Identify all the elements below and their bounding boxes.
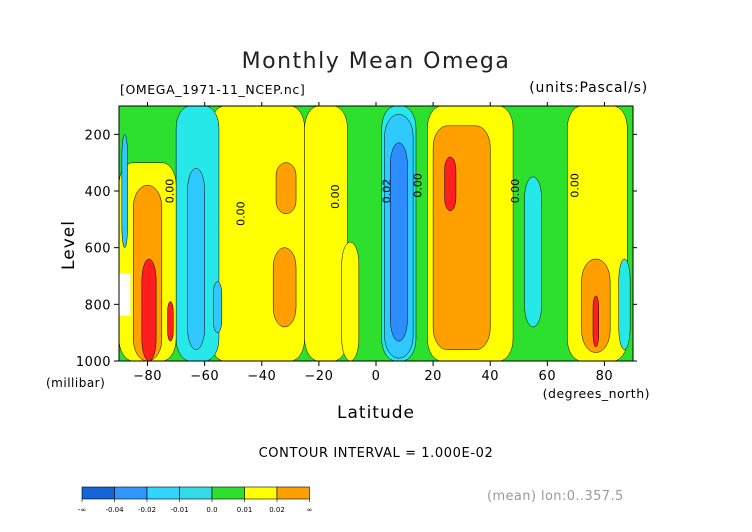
y-axis-unit: (millibar) [46,376,106,390]
axes: −80 −60 −40 −20 0 20 40 60 80 200 400 600 800 1000 [76,102,637,384]
y-tick-label: 600 [85,242,111,257]
contour-region [212,281,223,333]
contour-label: 0.00 [569,173,582,198]
colorbar-label: 0.02 [269,506,285,514]
x-tick-label: −60 [190,369,219,384]
x-tick-label: 60 [539,369,557,384]
contour-region [341,241,360,361]
contour-region [141,258,157,361]
file-name-label: [OMEGA_1971-11_NCEP.nc] [120,82,306,97]
x-axis-label: Latitude [337,403,415,423]
contour-region [390,142,408,342]
contour-region [444,156,457,212]
colorbar-label: 0.01 [237,506,253,514]
y-tick-label: 400 [85,185,111,200]
colorbar-label: -0.02 [138,506,156,514]
contour-label: 0.00 [329,184,342,209]
contour-label: 0.00 [235,201,248,226]
contour-labels: 0.00 0.00 0.00 0.02 0.00 0.00 0.00 [163,173,581,226]
colorbar-segment [114,486,148,500]
colorbar-label: -0.04 [105,506,124,514]
colorbar-label: 0.0 [206,506,217,514]
colorbar-segment [244,486,278,500]
x-tick-label: 40 [481,369,499,384]
contour-label: 0.00 [163,179,176,204]
contour-region [119,273,131,316]
contour-region [618,258,631,350]
y-tick-label: 800 [85,298,111,313]
y-tick-label: 1000 [76,355,111,370]
x-tick-label: −40 [247,369,276,384]
contour-region [167,301,174,342]
contour-fill-group [119,106,633,361]
plot-area [119,106,633,361]
x-tick-label: −80 [133,369,162,384]
chart-title: Monthly Mean Omega [241,49,511,74]
contour-region [187,168,205,350]
contour-label: 0.00 [412,173,425,198]
x-tick-label: 80 [596,369,614,384]
x-tick-label: 20 [424,369,442,384]
contour-label: 0.00 [509,179,522,204]
colorbar: -∞ -0.04 -0.02 -0.01 0.0 0.01 0.02 ∞ [78,486,313,514]
x-axis-unit: (degrees_north) [542,386,650,401]
contour-region [432,125,491,350]
x-tick-label: −20 [304,369,333,384]
colorbar-label: -0.01 [170,506,188,514]
colorbar-segment [179,486,213,500]
contour-label: 0.02 [380,179,393,204]
x-tick-label: 0 [372,369,381,384]
colorbar-segment [276,486,310,500]
y-tick-label: 200 [85,128,111,143]
contour-region [272,247,297,328]
contour-region [121,134,128,248]
colorbar-segment [146,486,180,500]
mean-longitude-note: (mean) lon:0..357.5 [487,489,624,504]
units-label: (units:Pascal/s) [529,80,648,96]
colorbar-segment [211,486,245,500]
contour-region [592,295,599,348]
colorbar-label: -∞ [78,506,86,514]
contour-interval-note: CONTOUR INTERVAL = 1.000E-02 [258,446,494,461]
contour-region [524,176,542,328]
colorbar-label: ∞ [307,506,313,514]
colorbar-segment [81,486,115,500]
contour-region [275,162,297,214]
contour-region [304,106,348,361]
